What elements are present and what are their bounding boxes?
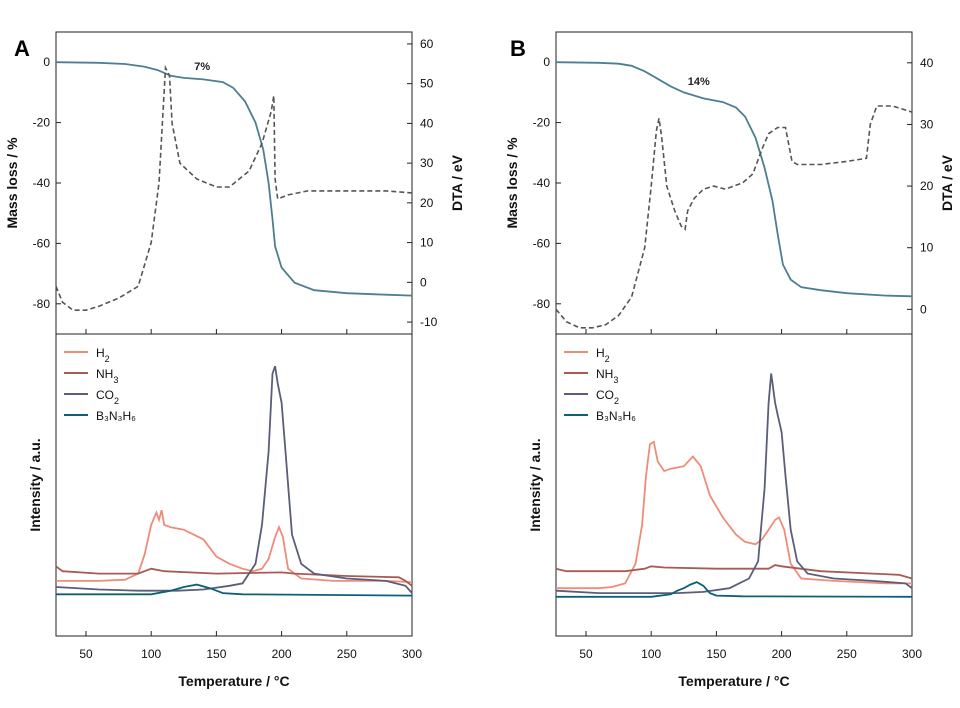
x-tick-label: 50: [579, 647, 593, 661]
x-tick-label: 200: [272, 647, 292, 661]
right-tick-label: 20: [920, 179, 934, 193]
series-line-nh3: [55, 565, 413, 587]
right-axis: 60 50 40 30 20 10 0 -10: [407, 37, 438, 329]
right-axis: 40 30 20 10 0: [907, 56, 934, 316]
legend: H2 NH3 CO2 B₃N₃H₆: [564, 346, 636, 423]
x-tick-label: 200: [772, 647, 792, 661]
legend-label: NH3: [96, 367, 118, 385]
x-tick-label: 100: [141, 647, 161, 661]
mass-loss-annotation: 14%: [688, 76, 710, 88]
intensity-axis-label: Intensity / a.u.: [27, 438, 43, 531]
right-tick-label: 50: [420, 77, 434, 91]
dta-line: [55, 64, 413, 311]
left-tick-label: -60: [533, 236, 551, 250]
legend-label: H2: [596, 346, 610, 364]
x-tick-label: 100: [641, 647, 661, 661]
x-tick-label: 300: [902, 647, 922, 661]
legend-label: B₃N₃H₆: [596, 409, 636, 423]
right-axis-label: DTA / eV: [939, 154, 955, 211]
series-line-co2: [555, 373, 913, 594]
bottom-plot-frame: [555, 333, 913, 637]
x-axis-label: Temperature / °C: [178, 673, 289, 689]
legend-label: H2: [96, 346, 110, 364]
mass-loss-line: [555, 61, 913, 298]
panel-letter-a: A: [14, 36, 30, 61]
left-tick-label: -80: [533, 297, 551, 311]
x-tick-label: 300: [402, 647, 422, 661]
right-tick-label: 0: [920, 302, 927, 316]
x-axis-label: Temperature / °C: [678, 673, 789, 689]
legend-label: NH3: [596, 367, 618, 385]
right-tick-label: 60: [420, 37, 434, 51]
series-line-h2: [56, 509, 413, 583]
intensity-axis-label: Intensity / a.u.: [527, 438, 543, 531]
x-tick-label: 150: [706, 647, 726, 661]
bottom-series: [55, 365, 413, 597]
right-tick-label: 0: [420, 275, 427, 289]
right-tick-label: 10: [420, 236, 434, 250]
bottom-series: [555, 373, 913, 598]
left-tick-label: 0: [543, 55, 550, 69]
dta-line: [555, 105, 913, 329]
mass-loss-line: [55, 61, 413, 297]
right-tick-label: 30: [420, 156, 434, 170]
series-line-nh3: [555, 564, 913, 580]
top-plot-frame: [555, 31, 913, 335]
right-tick-label: -10: [420, 315, 438, 329]
left-tick-label: -60: [33, 236, 51, 250]
x-tick-label: 150: [206, 647, 226, 661]
right-tick-label: 40: [420, 116, 434, 130]
right-tick-label: 30: [920, 117, 934, 131]
series-line-b3n3h6: [56, 583, 413, 597]
left-axis-label: Mass loss / %: [504, 137, 520, 229]
legend-label: CO2: [96, 388, 119, 406]
right-axis-label: DTA / eV: [449, 154, 465, 211]
x-tick-label: 50: [79, 647, 93, 661]
left-tick-label: -80: [33, 297, 51, 311]
x-tick-label: 250: [837, 647, 857, 661]
series-line-b3n3h6: [556, 581, 913, 598]
left-axis: 0 -20 -40 -60 -80: [33, 55, 61, 311]
top-series: [55, 61, 413, 311]
x-axis: 50 100 150 200 250 300: [79, 329, 422, 661]
top-series: [555, 61, 913, 329]
legend-label: B₃N₃H₆: [96, 409, 136, 423]
left-tick-label: -40: [533, 176, 551, 190]
left-axis: 0 -20 -40 -60 -80: [533, 55, 561, 311]
right-tick-label: 20: [420, 196, 434, 210]
series-line-h2: [556, 440, 912, 590]
left-tick-label: -20: [533, 116, 551, 130]
panel-letter-b: B: [510, 36, 526, 61]
series-line-co2: [55, 365, 413, 594]
left-axis-label: Mass loss / %: [4, 137, 20, 229]
left-tick-label: 0: [43, 55, 50, 69]
left-tick-label: -40: [33, 176, 51, 190]
x-axis: 50 100 150 200 250 300: [579, 329, 922, 661]
bottom-plot-frame: [55, 333, 413, 637]
x-tick-label: 250: [337, 647, 357, 661]
legend-label: CO2: [596, 388, 619, 406]
legend: H2 NH3 CO2 B₃N₃H₆: [64, 346, 136, 423]
left-tick-label: -20: [33, 116, 51, 130]
right-tick-label: 10: [920, 241, 934, 255]
mass-loss-annotation: 7%: [194, 61, 210, 73]
right-tick-label: 40: [920, 56, 934, 70]
